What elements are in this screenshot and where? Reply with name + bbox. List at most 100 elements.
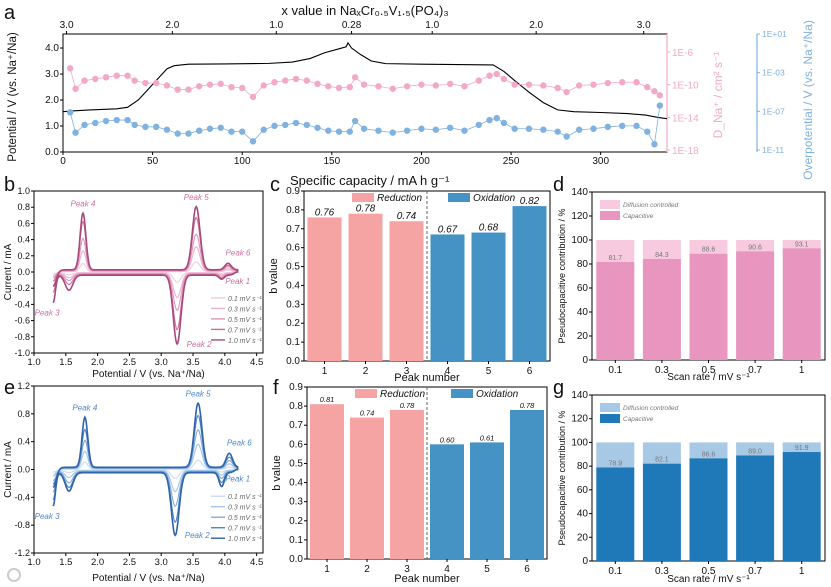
x-tick-label: 4.5: [250, 357, 263, 368]
y-tick-label: 2.0: [45, 95, 59, 106]
x-tick-label: 4.0: [218, 357, 231, 368]
y-tick-label: 0.4: [286, 280, 300, 291]
top-x-tick-label: 1.0: [269, 20, 283, 31]
overpotential-point: [618, 122, 626, 130]
diffusion-coefficient-point: [303, 77, 310, 84]
bar-value-label: 84.3: [655, 252, 669, 259]
bar-value-label: 0.76: [315, 207, 335, 218]
legend-swatch-reduction: [355, 389, 377, 398]
diffusion-coefficient-point: [493, 70, 500, 78]
peak-label: Peak 6: [227, 439, 252, 448]
overpotential-point: [486, 116, 493, 124]
x-tick-label: 2.0: [91, 357, 104, 368]
x-tick-label: 5: [486, 366, 492, 377]
overpotential-point: [651, 141, 658, 148]
peak-label: Peak 1: [225, 475, 250, 484]
diffusion-coefficient-point: [260, 82, 267, 89]
diffusion-coefficient-point: [656, 92, 664, 99]
x-axis-title: Peak number: [394, 372, 460, 384]
bar-capacitive: [736, 251, 775, 360]
diffusion-coefficient-point: [486, 72, 493, 79]
overpotential-point: [525, 125, 533, 132]
bar-diffusion-controlled: [642, 442, 681, 464]
bar-peak-5: [471, 232, 506, 361]
legend-label: 0.5 mV s⁻¹: [228, 515, 262, 522]
diffusion-coefficient-point: [432, 82, 439, 89]
bar-value-label: 0.81: [320, 395, 335, 404]
overpotential-point: [303, 121, 310, 129]
peak-label: Peak 6: [226, 249, 251, 258]
watermark-logo: [7, 568, 21, 582]
legend-label: Diffusion controlled: [623, 202, 679, 209]
legend-label: Capacitive: [623, 213, 654, 220]
x-tick-label: 3.0: [155, 357, 168, 368]
y-tick-label: 0.8: [17, 409, 30, 419]
y-tick-label: 0.1: [289, 535, 303, 546]
legend-label: 0.5 mV s⁻¹: [228, 317, 262, 324]
y-tick-label: 1.0: [17, 186, 30, 196]
x-tick-label: 0.3: [655, 566, 669, 577]
x-tick-label: 3.5: [186, 357, 199, 368]
bar-value-label: 0.61: [480, 433, 495, 442]
diffusion-coefficient-point: [644, 83, 651, 91]
y-tick-label: 120: [571, 211, 588, 222]
diffusion-coefficient-point: [282, 77, 289, 84]
y-axis-title: Current / mA: [3, 243, 14, 300]
bar-diffusion-controlled: [689, 442, 728, 459]
diffusion-coefficient-point: [525, 81, 533, 88]
x-tick-label: 250: [503, 156, 520, 167]
y-axis-title: Pseudocapacitive contribution / %: [557, 410, 567, 545]
overpotential-point: [656, 102, 664, 109]
bar-value-label: 91.9: [795, 445, 809, 452]
x-tick-label: 4: [444, 564, 450, 575]
overpotential-point: [604, 123, 612, 131]
x-tick-label: 2.5: [123, 557, 136, 568]
panel-label-g: g: [553, 377, 564, 399]
x-tick-label: 3.5: [186, 557, 199, 568]
top-x-tick-label: 0.28: [342, 20, 362, 31]
y-tick-label: 40: [577, 307, 589, 318]
overpotential-point: [575, 126, 583, 133]
bar-value-label: 81.7: [608, 255, 622, 262]
bar-capacitive: [782, 248, 821, 360]
overpotential-point: [389, 129, 396, 136]
legend-label: Oxidation: [473, 193, 516, 204]
legend-swatch-oxidation: [448, 193, 470, 202]
y-tick-label: -0.4: [14, 299, 30, 309]
y-tick-label: 0.3: [286, 299, 300, 310]
panel-label-f: f: [273, 377, 279, 399]
diffusion-coefficient-point: [540, 82, 547, 89]
bar-diffusion-controlled: [596, 442, 635, 468]
y-tick-label: 0.7: [286, 224, 300, 235]
x-tick-label: 0.7: [748, 365, 762, 376]
peak-label: Peak 1: [225, 277, 250, 286]
overpotential-point: [142, 123, 149, 131]
diffusion-coefficient-point: [325, 83, 332, 90]
bar-peak-3: [390, 409, 424, 559]
bar-capacitive: [736, 455, 775, 561]
x-tick-label: 1.5: [59, 557, 72, 568]
bar-value-label: 0.78: [356, 204, 376, 215]
diffusion-coefficient-point: [92, 75, 99, 83]
y-tick-label: 0.6: [289, 439, 303, 450]
diffusion-coefficient-point: [131, 77, 138, 84]
x-tick-label: 1: [799, 566, 805, 577]
x-tick-label: 3: [404, 366, 410, 377]
diffusion-coefficient-point: [72, 85, 79, 92]
bar-diffusion-controlled: [782, 442, 821, 453]
top-axis-title: x value in NaₓCr₀.₅V₁.₅(PO₄)₃: [281, 3, 448, 18]
peak-label: Peak 2: [187, 340, 212, 349]
y-tick-label: 0.9: [289, 382, 303, 393]
diffusion-coefficient-point: [163, 82, 171, 89]
diffusion-coefficient-point: [500, 75, 508, 83]
panel-label-a: a: [4, 2, 16, 24]
bar-capacitive: [689, 253, 728, 360]
overpotential-point: [554, 128, 561, 135]
panel-label-d: d: [553, 174, 564, 196]
y-tick-label: 140: [571, 187, 588, 198]
overpotential-point: [72, 129, 79, 136]
diffusion-coefficient-point: [335, 84, 343, 92]
bar-peak-1: [307, 217, 342, 361]
diffusion-coefficient-point: [174, 86, 181, 93]
